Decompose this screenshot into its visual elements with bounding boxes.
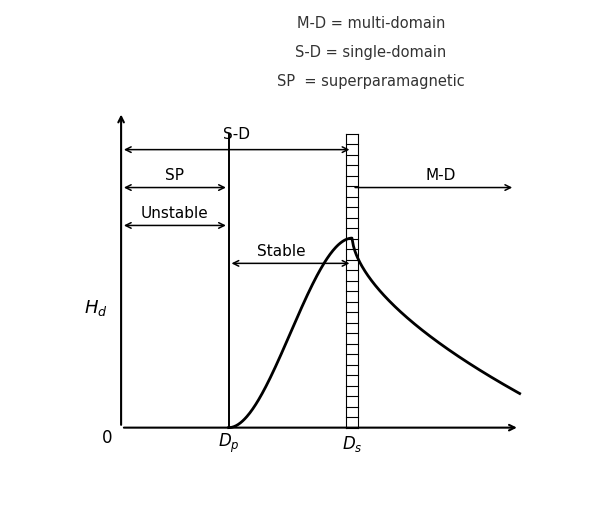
Text: S-D = single-domain: S-D = single-domain xyxy=(295,45,446,60)
Text: M-D = multi-domain: M-D = multi-domain xyxy=(297,16,445,31)
Text: $D_s$: $D_s$ xyxy=(342,434,362,454)
Text: SP: SP xyxy=(166,168,184,183)
Text: SP  = superparamagnetic: SP = superparamagnetic xyxy=(277,74,465,89)
Text: S-D: S-D xyxy=(223,127,250,143)
Text: $H_d$: $H_d$ xyxy=(84,298,108,318)
Text: Unstable: Unstable xyxy=(141,206,209,221)
Text: Stable: Stable xyxy=(257,244,306,259)
Text: $D_p$: $D_p$ xyxy=(218,432,240,456)
Text: 0: 0 xyxy=(102,429,112,447)
Text: M-D: M-D xyxy=(425,168,456,183)
